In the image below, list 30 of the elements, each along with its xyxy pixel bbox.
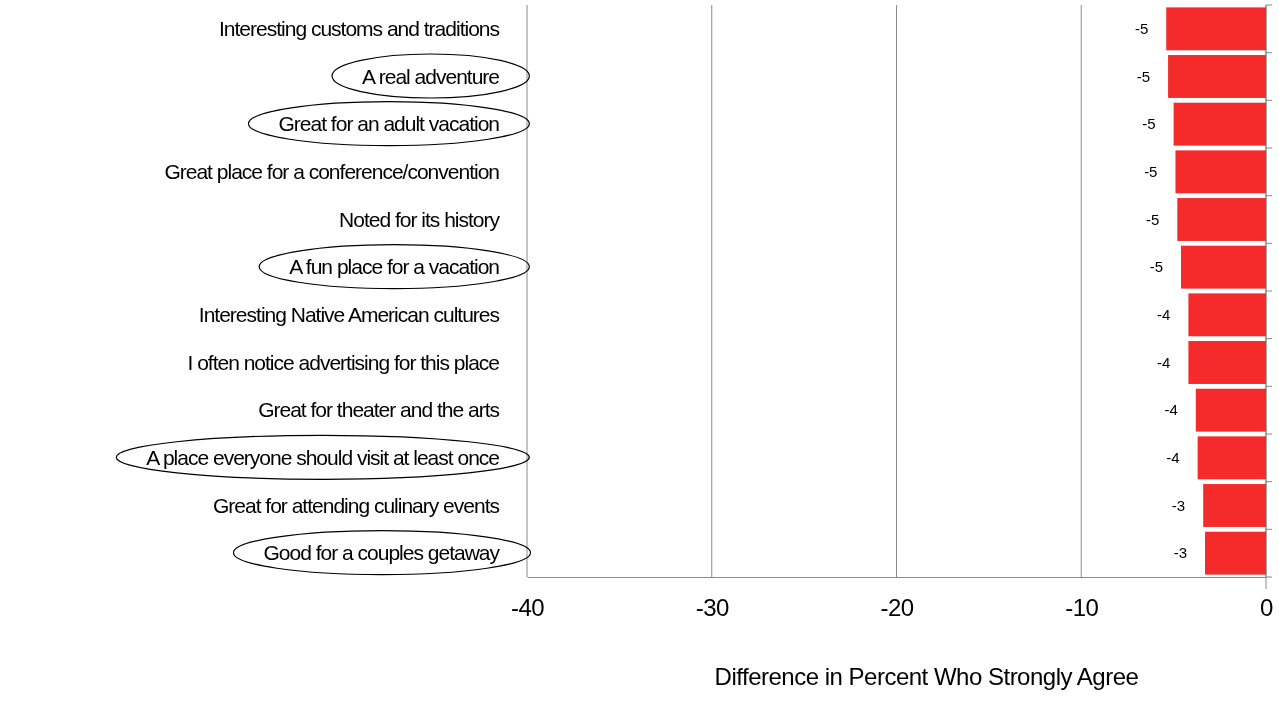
data-label: -5 <box>1142 115 1156 133</box>
y-tick-label: Great for attending culinary events <box>212 493 500 517</box>
y-tick-label: Great for an adult vacation <box>278 112 500 136</box>
x-tick-label: -30 <box>695 594 729 622</box>
data-label: -4 <box>1164 401 1178 419</box>
y-tick-label: Good for a couples getaway <box>263 541 501 565</box>
data-label: -4 <box>1157 353 1171 371</box>
data-label: -4 <box>1166 448 1180 466</box>
x-tick-label: -10 <box>1065 594 1099 622</box>
y-tick-label: Great for theater and the arts <box>258 398 500 422</box>
x-tick-label: 0 <box>1260 594 1274 622</box>
x-axis-title: Difference in Percent Who Strongly Agree <box>714 663 1139 690</box>
data-label: -5 <box>1149 258 1164 276</box>
y-tick-label: Great place for a conference/convention <box>164 159 500 183</box>
data-label: -5 <box>1134 19 1149 37</box>
x-tick-label: -40 <box>510 594 545 622</box>
data-label: -4 <box>1157 305 1171 323</box>
data-label: -5 <box>1136 67 1151 85</box>
y-tick-label: Interesting customs and traditions <box>219 16 500 40</box>
data-label: -3 <box>1173 544 1188 562</box>
y-tick-label: I often notice advertising for this place <box>187 350 500 374</box>
x-tick-label: -20 <box>880 594 914 622</box>
data-label: -5 <box>1145 210 1160 228</box>
y-tick-label: Interesting Native American cultures <box>198 302 500 326</box>
y-tick-label: A place everyone should visit at least once <box>146 445 500 469</box>
data-label: -3 <box>1171 496 1186 514</box>
data-label: -5 <box>1144 162 1158 180</box>
y-tick-label: A real adventure <box>362 64 500 88</box>
y-tick-label: Noted for its history <box>339 207 501 231</box>
y-tick-label: A fun place for a vacation <box>289 255 500 279</box>
